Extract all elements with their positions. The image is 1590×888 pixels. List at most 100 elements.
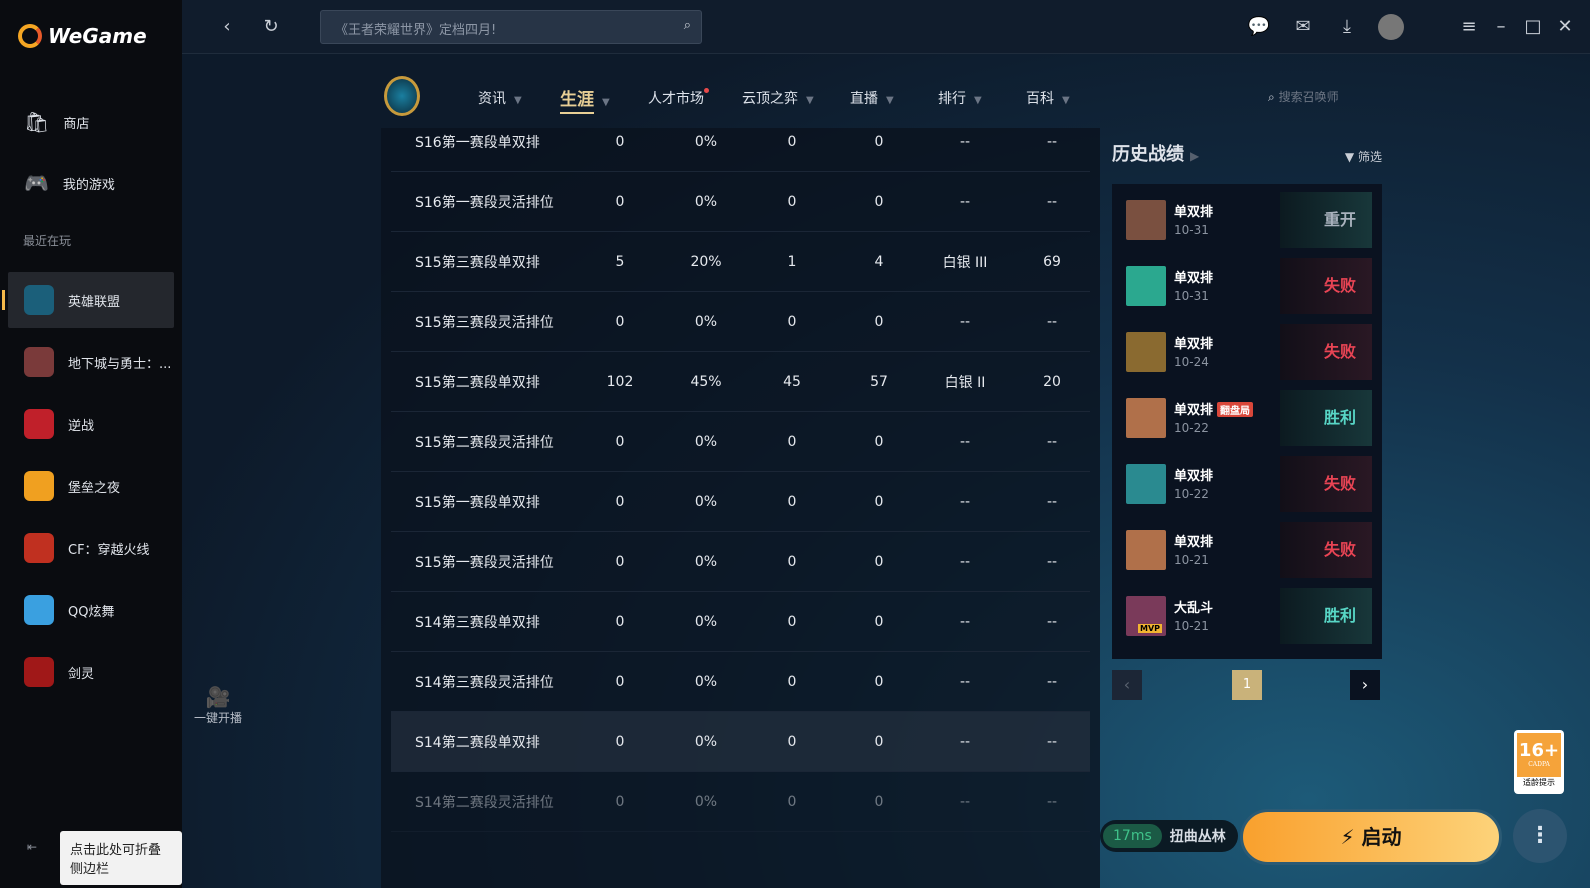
collapse-sidebar-icon[interactable]: ⇤ bbox=[27, 840, 38, 854]
chat-icon[interactable]: 💬 bbox=[1247, 16, 1271, 37]
table-row: S14第二赛段灵活排位 0 0% 0 0 -- -- bbox=[391, 772, 1090, 832]
history-title[interactable]: 历史战绩 ▶ bbox=[1112, 144, 1199, 165]
game-label: CF：穿越火线 bbox=[68, 542, 150, 558]
back-icon[interactable]: ‹ bbox=[223, 16, 231, 37]
sidebar-game-item[interactable]: 逆战 bbox=[8, 396, 174, 452]
table-cell: -- bbox=[1046, 553, 1058, 570]
close-icon[interactable]: ✕ bbox=[1557, 16, 1573, 37]
tab-0[interactable]: 资讯 ▼ bbox=[478, 88, 522, 108]
tab-1[interactable]: 生涯 ▼ bbox=[560, 85, 610, 114]
sidebar-item-my-games[interactable]: 🎮 我的游戏 bbox=[8, 155, 174, 211]
match-item[interactable]: 单双排 10-31 失败 bbox=[1112, 258, 1382, 314]
tab-4[interactable]: 直播 ▼ bbox=[850, 88, 894, 108]
table-cell: -- bbox=[959, 793, 971, 810]
caret-down-icon: ▼ bbox=[1062, 95, 1070, 106]
shop-icon: 🛍 bbox=[24, 110, 50, 134]
refresh-icon[interactable]: ↻ bbox=[263, 16, 279, 37]
table-cell: 0 bbox=[874, 673, 884, 690]
sidebar-game-item[interactable]: 堡垒之夜 bbox=[8, 458, 174, 514]
more-options-button[interactable]: ⋮ bbox=[1513, 809, 1567, 863]
table-cell: 0% bbox=[694, 673, 718, 690]
table-row: S14第三赛段灵活排位 0 0% 0 0 -- -- bbox=[391, 652, 1090, 712]
table-cell: 0 bbox=[615, 193, 625, 210]
tab-label: 排行 bbox=[938, 91, 966, 107]
table-row: S15第三赛段灵活排位 0 0% 0 0 -- -- bbox=[391, 292, 1090, 352]
caret-down-icon: ▼ bbox=[974, 95, 982, 106]
tab-label: 百科 bbox=[1026, 91, 1054, 107]
tab-2[interactable]: 人才市场 bbox=[648, 88, 709, 108]
table-cell: 0 bbox=[874, 733, 884, 750]
champion-avatar bbox=[1126, 332, 1166, 372]
table-row: S14第三赛段单双排 0 0% 0 0 -- -- bbox=[391, 592, 1090, 652]
match-item[interactable]: 单双排 10-31 重开 bbox=[1112, 192, 1382, 248]
ping-value: 17ms bbox=[1103, 824, 1162, 848]
filter-button[interactable]: ▼ 筛选 bbox=[1345, 148, 1382, 165]
match-item[interactable]: 单双排 10-22 失败 bbox=[1112, 456, 1382, 512]
next-page-button[interactable]: › bbox=[1350, 670, 1380, 700]
search-icon[interactable]: ⌕ bbox=[683, 18, 691, 33]
table-cell: -- bbox=[959, 733, 971, 750]
table-cell: 1 bbox=[787, 253, 797, 270]
menu-icon[interactable]: ≡ bbox=[1461, 16, 1477, 37]
champion-avatar bbox=[1126, 464, 1166, 504]
table-row: S15第一赛段灵活排位 0 0% 0 0 -- -- bbox=[391, 532, 1090, 592]
download-icon[interactable]: ⤓ bbox=[1343, 16, 1351, 37]
prev-page-button[interactable]: ‹ bbox=[1112, 670, 1142, 700]
table-row: S14第二赛段单双排 0 0% 0 0 -- -- bbox=[391, 712, 1090, 772]
tab-6[interactable]: 百科 ▼ bbox=[1026, 88, 1070, 108]
table-row: S15第二赛段单双排 102 45% 45 57 白银 II 20 bbox=[391, 352, 1090, 412]
mail-icon[interactable]: ✉ bbox=[1295, 16, 1311, 37]
table-row: S16第一赛段单双排 0 0% 0 0 -- -- bbox=[391, 128, 1090, 172]
age-rating-badge[interactable]: 16+ CADPA 适龄提示 bbox=[1514, 730, 1564, 794]
sidebar-item-shop[interactable]: 🛍 商店 bbox=[8, 94, 174, 150]
tab-5[interactable]: 排行 ▼ bbox=[938, 88, 982, 108]
sidebar-game-item[interactable]: 剑灵 bbox=[8, 644, 174, 700]
table-cell: -- bbox=[1046, 493, 1058, 510]
match-item[interactable]: 单双排 10-24 失败 bbox=[1112, 324, 1382, 380]
server-select[interactable]: 17ms 扭曲丛林 bbox=[1100, 820, 1238, 852]
sidebar-game-item[interactable]: CF：穿越火线 bbox=[8, 520, 174, 576]
page-number[interactable]: 1 bbox=[1232, 670, 1262, 700]
caret-down-icon: ▼ bbox=[514, 95, 522, 106]
wegame-logo[interactable]: WeGame bbox=[18, 24, 147, 48]
stream-button[interactable]: 🎥 一键开播 bbox=[190, 685, 246, 726]
table-cell: S14第三赛段单双排 bbox=[415, 614, 540, 631]
match-item[interactable]: MVP 大乱斗 10-21 胜利 bbox=[1112, 588, 1382, 644]
table-cell: 0% bbox=[694, 793, 718, 810]
match-result: 胜利 bbox=[1280, 390, 1372, 446]
topbar: ‹ ↻ 《王者荣耀世界》定档四月! ⌕ 💬 ✉ ⤓ ≡ – □ ✕ bbox=[182, 0, 1590, 54]
table-cell: -- bbox=[1046, 313, 1058, 330]
caret-down-icon: ▼ bbox=[806, 95, 814, 106]
age-rating-box: 16+ CADPA bbox=[1517, 733, 1561, 777]
avatar[interactable] bbox=[1378, 14, 1404, 40]
tab-3[interactable]: 云顶之弈 ▼ bbox=[742, 88, 814, 108]
sidebar-game-item[interactable]: 英雄联盟 bbox=[2, 272, 174, 328]
search-icon: ⌕ bbox=[1268, 90, 1275, 104]
launch-button[interactable]: ⚡ 启动 bbox=[1240, 809, 1502, 865]
table-cell: S15第一赛段灵活排位 bbox=[415, 554, 554, 571]
table-cell: 0 bbox=[874, 553, 884, 570]
table-cell: 0 bbox=[874, 613, 884, 630]
lol-logo[interactable] bbox=[384, 76, 420, 116]
table-cell: -- bbox=[1046, 133, 1058, 150]
search-input[interactable]: 《王者荣耀世界》定档四月! ⌕ bbox=[320, 10, 702, 44]
sidebar-game-item[interactable]: 地下城与勇士：... bbox=[8, 334, 174, 390]
table-cell: 0 bbox=[787, 553, 797, 570]
match-item[interactable]: 单双排 10-21 失败 bbox=[1112, 522, 1382, 578]
maximize-icon[interactable]: □ bbox=[1524, 16, 1542, 37]
table-cell: -- bbox=[1046, 433, 1058, 450]
match-item[interactable]: 单双排 翻盘局 10-22 胜利 bbox=[1112, 390, 1382, 446]
tab-label: 人才市场 bbox=[648, 91, 704, 107]
table-cell: 白银 II bbox=[944, 374, 986, 391]
table-cell: S15第二赛段灵活排位 bbox=[415, 434, 554, 451]
stream-label: 一键开播 bbox=[193, 711, 242, 725]
summoner-search-input[interactable]: ⌕ 搜索召唤师 bbox=[1268, 88, 1339, 105]
sidebar-game-item[interactable]: QQ炫舞 bbox=[8, 582, 174, 638]
table-cell: 0% bbox=[694, 433, 718, 450]
match-mode: 单双排 bbox=[1174, 535, 1214, 550]
minimize-icon[interactable]: – bbox=[1496, 16, 1506, 37]
search-placeholder: 《王者荣耀世界》定档四月! bbox=[335, 23, 497, 38]
tab-label: 资讯 bbox=[478, 91, 506, 107]
history-header: 历史战绩 ▶ ▼ 筛选 bbox=[1112, 140, 1382, 166]
table-cell: 0 bbox=[787, 493, 797, 510]
